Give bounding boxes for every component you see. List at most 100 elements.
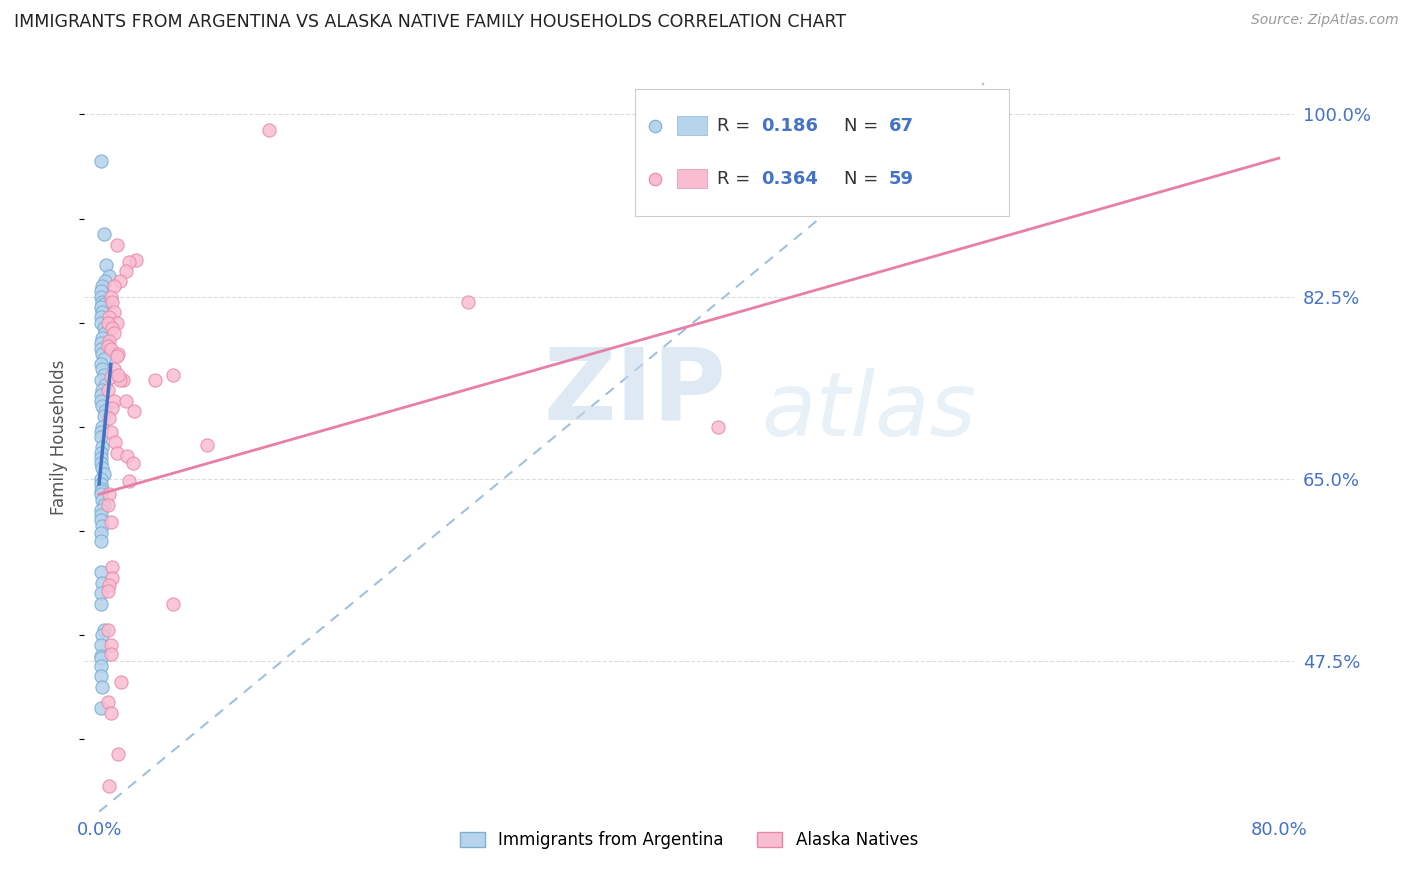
Point bbox=[90, 700, 112, 714]
Point bbox=[90, 285, 112, 299]
Point bbox=[90, 476, 112, 491]
Text: R =: R = bbox=[717, 117, 756, 135]
Point bbox=[90, 508, 112, 523]
Point bbox=[143, 373, 166, 387]
Point bbox=[90, 669, 112, 683]
Text: 67: 67 bbox=[889, 117, 914, 135]
Text: 59: 59 bbox=[889, 169, 914, 187]
Point bbox=[98, 268, 121, 283]
Point bbox=[97, 338, 120, 352]
Point bbox=[110, 674, 132, 689]
FancyBboxPatch shape bbox=[676, 169, 707, 187]
Text: 0.364: 0.364 bbox=[762, 169, 818, 187]
Point bbox=[111, 373, 134, 387]
Point bbox=[101, 320, 124, 334]
Point bbox=[90, 393, 112, 408]
Text: N =: N = bbox=[844, 169, 884, 187]
Point bbox=[94, 326, 117, 340]
Point bbox=[107, 747, 129, 762]
Text: ZIP: ZIP bbox=[544, 343, 727, 441]
Point bbox=[195, 438, 218, 452]
Point bbox=[103, 326, 125, 340]
Point bbox=[108, 274, 131, 288]
Text: 0.186: 0.186 bbox=[762, 117, 818, 135]
Point bbox=[93, 320, 115, 334]
Point bbox=[97, 696, 120, 710]
Point bbox=[98, 578, 121, 592]
Point bbox=[162, 597, 184, 611]
Point bbox=[90, 534, 112, 549]
Point bbox=[91, 628, 114, 642]
Point bbox=[100, 369, 122, 384]
Point bbox=[96, 258, 118, 272]
Point bbox=[93, 623, 115, 637]
Point bbox=[91, 384, 114, 398]
Point bbox=[91, 399, 114, 413]
Point bbox=[90, 503, 112, 517]
Point bbox=[100, 425, 122, 439]
Point bbox=[93, 368, 115, 382]
Point bbox=[90, 638, 112, 652]
Point bbox=[94, 404, 117, 418]
Point bbox=[103, 305, 125, 319]
Point bbox=[457, 294, 479, 309]
Point bbox=[91, 305, 114, 319]
Point bbox=[90, 456, 112, 470]
Point bbox=[122, 456, 145, 470]
Point bbox=[94, 378, 117, 392]
Point bbox=[162, 368, 184, 382]
Point bbox=[107, 368, 129, 382]
Point bbox=[707, 419, 730, 434]
Point bbox=[90, 336, 112, 351]
Point bbox=[90, 388, 112, 402]
Y-axis label: Family Households: Family Households bbox=[51, 359, 69, 515]
Point bbox=[91, 419, 114, 434]
Point bbox=[103, 362, 125, 376]
Point bbox=[114, 263, 136, 277]
Point bbox=[90, 342, 112, 356]
Point bbox=[90, 357, 112, 371]
Point bbox=[90, 316, 112, 330]
Point bbox=[104, 435, 127, 450]
Point bbox=[97, 384, 120, 398]
Point bbox=[90, 648, 112, 663]
Point bbox=[100, 342, 122, 356]
Point bbox=[90, 154, 112, 169]
Point bbox=[91, 347, 114, 361]
Point bbox=[100, 638, 122, 652]
Point bbox=[93, 227, 115, 241]
Point bbox=[91, 279, 114, 293]
Point bbox=[97, 498, 120, 512]
Point bbox=[90, 597, 112, 611]
FancyBboxPatch shape bbox=[676, 116, 707, 135]
Point bbox=[97, 584, 120, 599]
Point bbox=[973, 172, 995, 186]
Point bbox=[98, 487, 121, 501]
Point bbox=[90, 513, 112, 527]
Point bbox=[101, 560, 124, 574]
Point bbox=[101, 294, 124, 309]
Point bbox=[100, 647, 122, 661]
Point bbox=[103, 393, 125, 408]
Point bbox=[93, 498, 115, 512]
Point bbox=[90, 650, 112, 665]
Point bbox=[108, 373, 131, 387]
Point bbox=[91, 492, 114, 507]
Text: Source: ZipAtlas.com: Source: ZipAtlas.com bbox=[1251, 13, 1399, 28]
Point bbox=[93, 351, 115, 366]
Text: IMMIGRANTS FROM ARGENTINA VS ALASKA NATIVE FAMILY HOUSEHOLDS CORRELATION CHART: IMMIGRANTS FROM ARGENTINA VS ALASKA NATI… bbox=[14, 13, 846, 31]
Point bbox=[90, 484, 112, 499]
Point bbox=[90, 525, 112, 540]
Point bbox=[105, 316, 128, 330]
Point bbox=[90, 472, 112, 486]
Point bbox=[94, 274, 117, 288]
Point bbox=[103, 279, 125, 293]
Point bbox=[93, 297, 115, 311]
Point bbox=[90, 373, 112, 387]
Point bbox=[101, 401, 124, 415]
Point bbox=[105, 349, 128, 363]
Text: R =: R = bbox=[717, 169, 756, 187]
Point bbox=[91, 294, 114, 309]
Point bbox=[91, 680, 114, 694]
Legend: Immigrants from Argentina, Alaska Natives: Immigrants from Argentina, Alaska Native… bbox=[453, 824, 925, 855]
